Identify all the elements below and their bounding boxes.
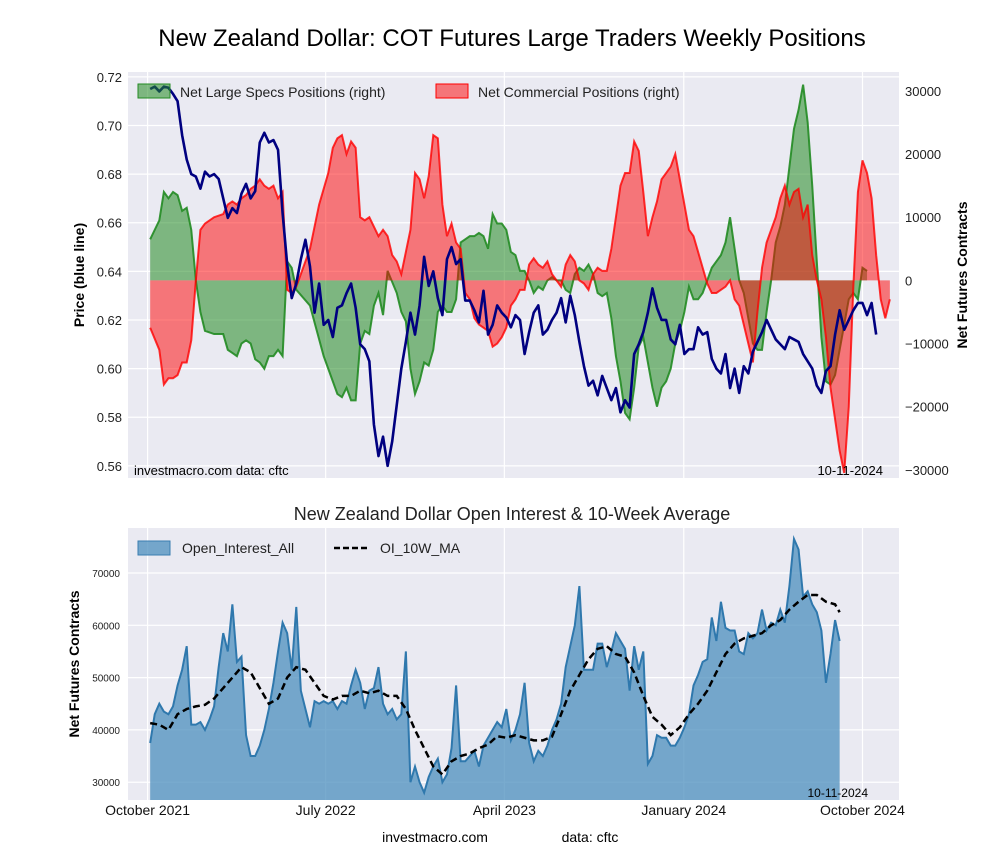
legend-label-ma: OI_10W_MA	[380, 540, 461, 556]
top-left-tick-label: 0.66	[97, 216, 122, 231]
price-line	[149, 85, 878, 468]
bottom-x-tick-label: October 2021	[105, 802, 190, 818]
top-left-tick-label: 0.70	[97, 118, 122, 133]
bottom-date-annotation: 10-11-2024	[808, 786, 869, 800]
bottom-legend: Open_Interest_All OI_10W_MA	[137, 540, 461, 556]
top-right-tick-label: 30000	[905, 84, 941, 99]
bottom-y-tick-label: 30000	[92, 778, 120, 789]
commercial-area	[150, 135, 890, 473]
top-right-axis-label: Net Futures Contracts	[954, 201, 970, 348]
top-right-tick-label: −20000	[905, 400, 949, 415]
bottom-x-tick-label: July 2022	[296, 802, 356, 818]
top-right-tick-label: 10000	[905, 210, 941, 225]
open-interest-area	[150, 538, 840, 800]
top-right-axis-ticks: 30000 20000 10000 0 −10000 −20000 −30000	[905, 84, 949, 478]
open-interest-line	[149, 535, 841, 796]
bottom-y-tick-label: 60000	[92, 621, 120, 632]
bottom-x-axis-ticks: October 2021 July 2022 April 2023 January 2…	[105, 802, 905, 818]
top-left-tick-label: 0.72	[97, 70, 122, 85]
top-left-axis-label: Price (blue line)	[71, 223, 87, 327]
top-left-tick-label: 0.68	[97, 167, 122, 182]
top-right-tick-label: 0	[905, 273, 912, 288]
bottom-x-tick-label: January 2024	[641, 802, 726, 818]
top-chart-title: New Zealand Dollar: COT Futures Large Tr…	[158, 25, 865, 52]
oi-moving-average-line	[149, 593, 841, 777]
top-left-tick-label: 0.56	[97, 459, 122, 474]
bottom-series-layer	[149, 535, 841, 800]
footer-site: investmacro.com	[382, 829, 488, 845]
top-right-tick-label: −30000	[905, 463, 949, 478]
top-right-tick-label: 20000	[905, 147, 941, 162]
legend-label-open-interest: Open_Interest_All	[182, 540, 294, 556]
bottom-y-tick-label: 70000	[92, 569, 120, 580]
legend-swatch-commercial	[435, 83, 469, 99]
legend-swatch-open-interest	[137, 540, 171, 556]
top-date-annotation: 10-11-2024	[817, 463, 883, 478]
bottom-y-tick-label: 40000	[92, 726, 120, 737]
bottom-y-tick-label: 50000	[92, 674, 120, 685]
large-specs-area	[150, 84, 868, 420]
top-left-tick-label: 0.64	[97, 264, 122, 279]
footer-source: data: cftc	[562, 829, 619, 845]
bottom-x-tick-label: April 2023	[473, 802, 536, 818]
bottom-y-axis-ticks: 30000 40000 50000 60000 70000	[92, 569, 120, 789]
bottom-x-tick-label: October 2024	[820, 802, 905, 818]
top-series-layer	[149, 84, 891, 474]
top-left-tick-label: 0.58	[97, 410, 122, 425]
legend-swatch-large-specs	[137, 83, 171, 99]
top-left-tick-label: 0.62	[97, 313, 122, 328]
top-source-annotation: investmacro.com data: cftc	[134, 463, 289, 478]
top-legend: Net Large Specs Positions (right) Net Co…	[137, 83, 680, 100]
legend-label-commercial: Net Commercial Positions (right)	[478, 84, 680, 100]
top-left-tick-label: 0.60	[97, 362, 122, 377]
top-right-tick-label: −10000	[905, 337, 949, 352]
commercial-line	[149, 133, 891, 474]
top-left-axis-ticks: 0.56 0.58 0.60 0.62 0.64 0.66 0.68 0.70 0.72	[97, 70, 122, 474]
bottom-chart-title: New Zealand Dollar Open Interest & 10-We…	[294, 504, 731, 524]
bottom-y-axis-label: Net Futures Contracts	[66, 590, 82, 737]
legend-label-large-specs: Net Large Specs Positions (right)	[180, 84, 385, 100]
